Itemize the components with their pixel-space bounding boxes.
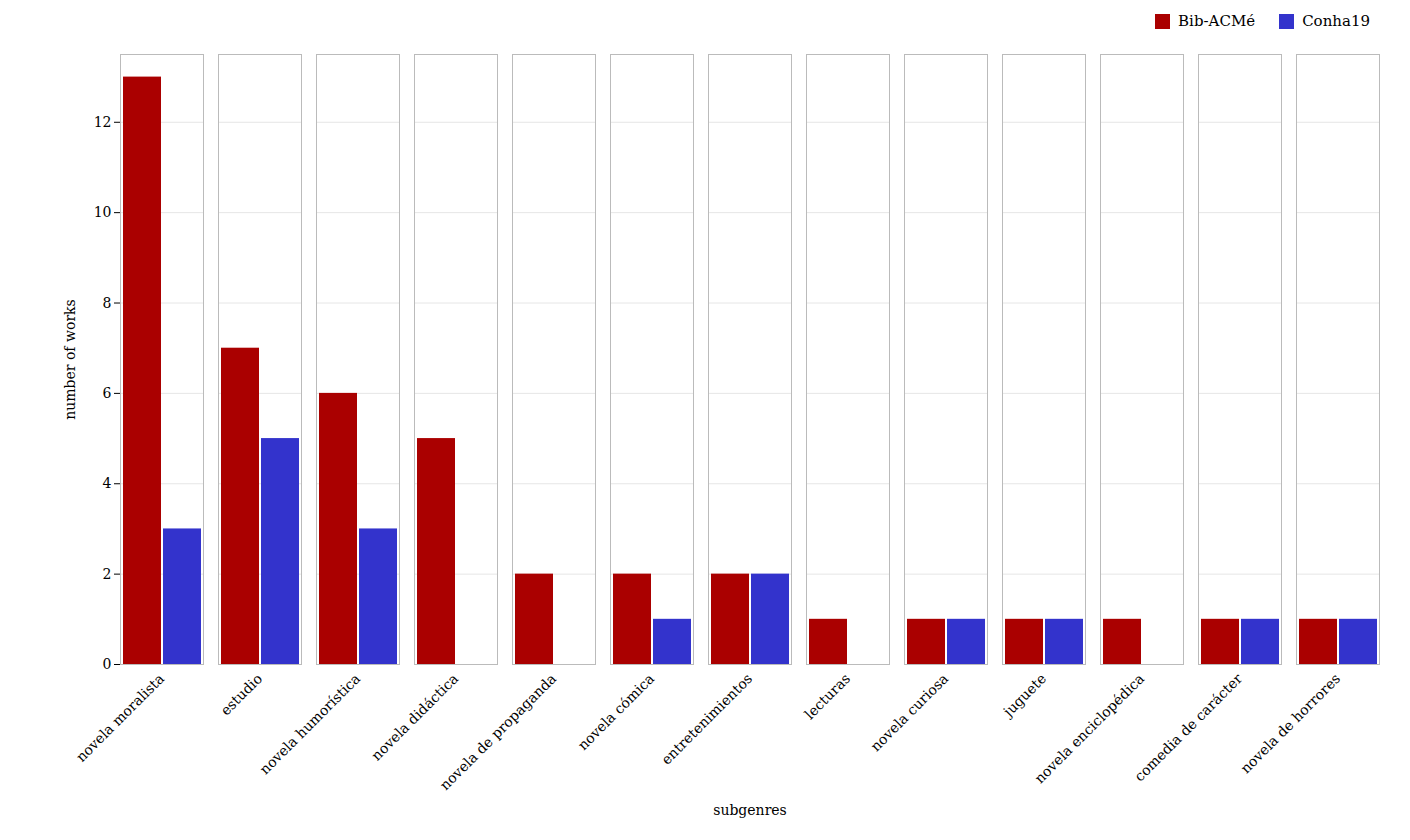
svg-text:0: 0 xyxy=(103,656,112,672)
svg-text:lecturas: lecturas xyxy=(801,670,853,722)
svg-text:estudio: estudio xyxy=(217,670,265,718)
svg-text:novela didáctica: novela didáctica xyxy=(368,670,461,763)
svg-text:entretenimientos: entretenimientos xyxy=(658,670,755,767)
svg-text:10: 10 xyxy=(94,204,112,220)
svg-text:novela moralista: novela moralista xyxy=(73,670,168,765)
svg-text:novela de propaganda: novela de propaganda xyxy=(437,670,560,793)
svg-text:8: 8 xyxy=(103,294,112,310)
svg-text:novela enciclopédica: novela enciclopédica xyxy=(1031,670,1147,786)
svg-text:subgenres: subgenres xyxy=(713,802,787,818)
svg-text:2: 2 xyxy=(103,566,112,582)
svg-text:novela humorística: novela humorística xyxy=(256,670,363,777)
svg-text:number of works: number of works xyxy=(62,299,78,420)
svg-text:novela curiosa: novela curiosa xyxy=(867,670,951,754)
svg-text:novela de horrores: novela de horrores xyxy=(1237,670,1343,776)
html-text:Conha19: Conha19 xyxy=(1302,12,1370,30)
html-text:Bib-ACMé: Bib-ACMé xyxy=(1178,12,1256,30)
svg-text:comedia de carácter: comedia de carácter xyxy=(1131,670,1245,784)
svg-text:4: 4 xyxy=(103,475,112,491)
svg-text:6: 6 xyxy=(103,385,112,401)
svg-text:12: 12 xyxy=(94,114,112,130)
svg-text:juguete: juguete xyxy=(999,670,1050,721)
svg-text:novela cómica: novela cómica xyxy=(574,670,657,753)
